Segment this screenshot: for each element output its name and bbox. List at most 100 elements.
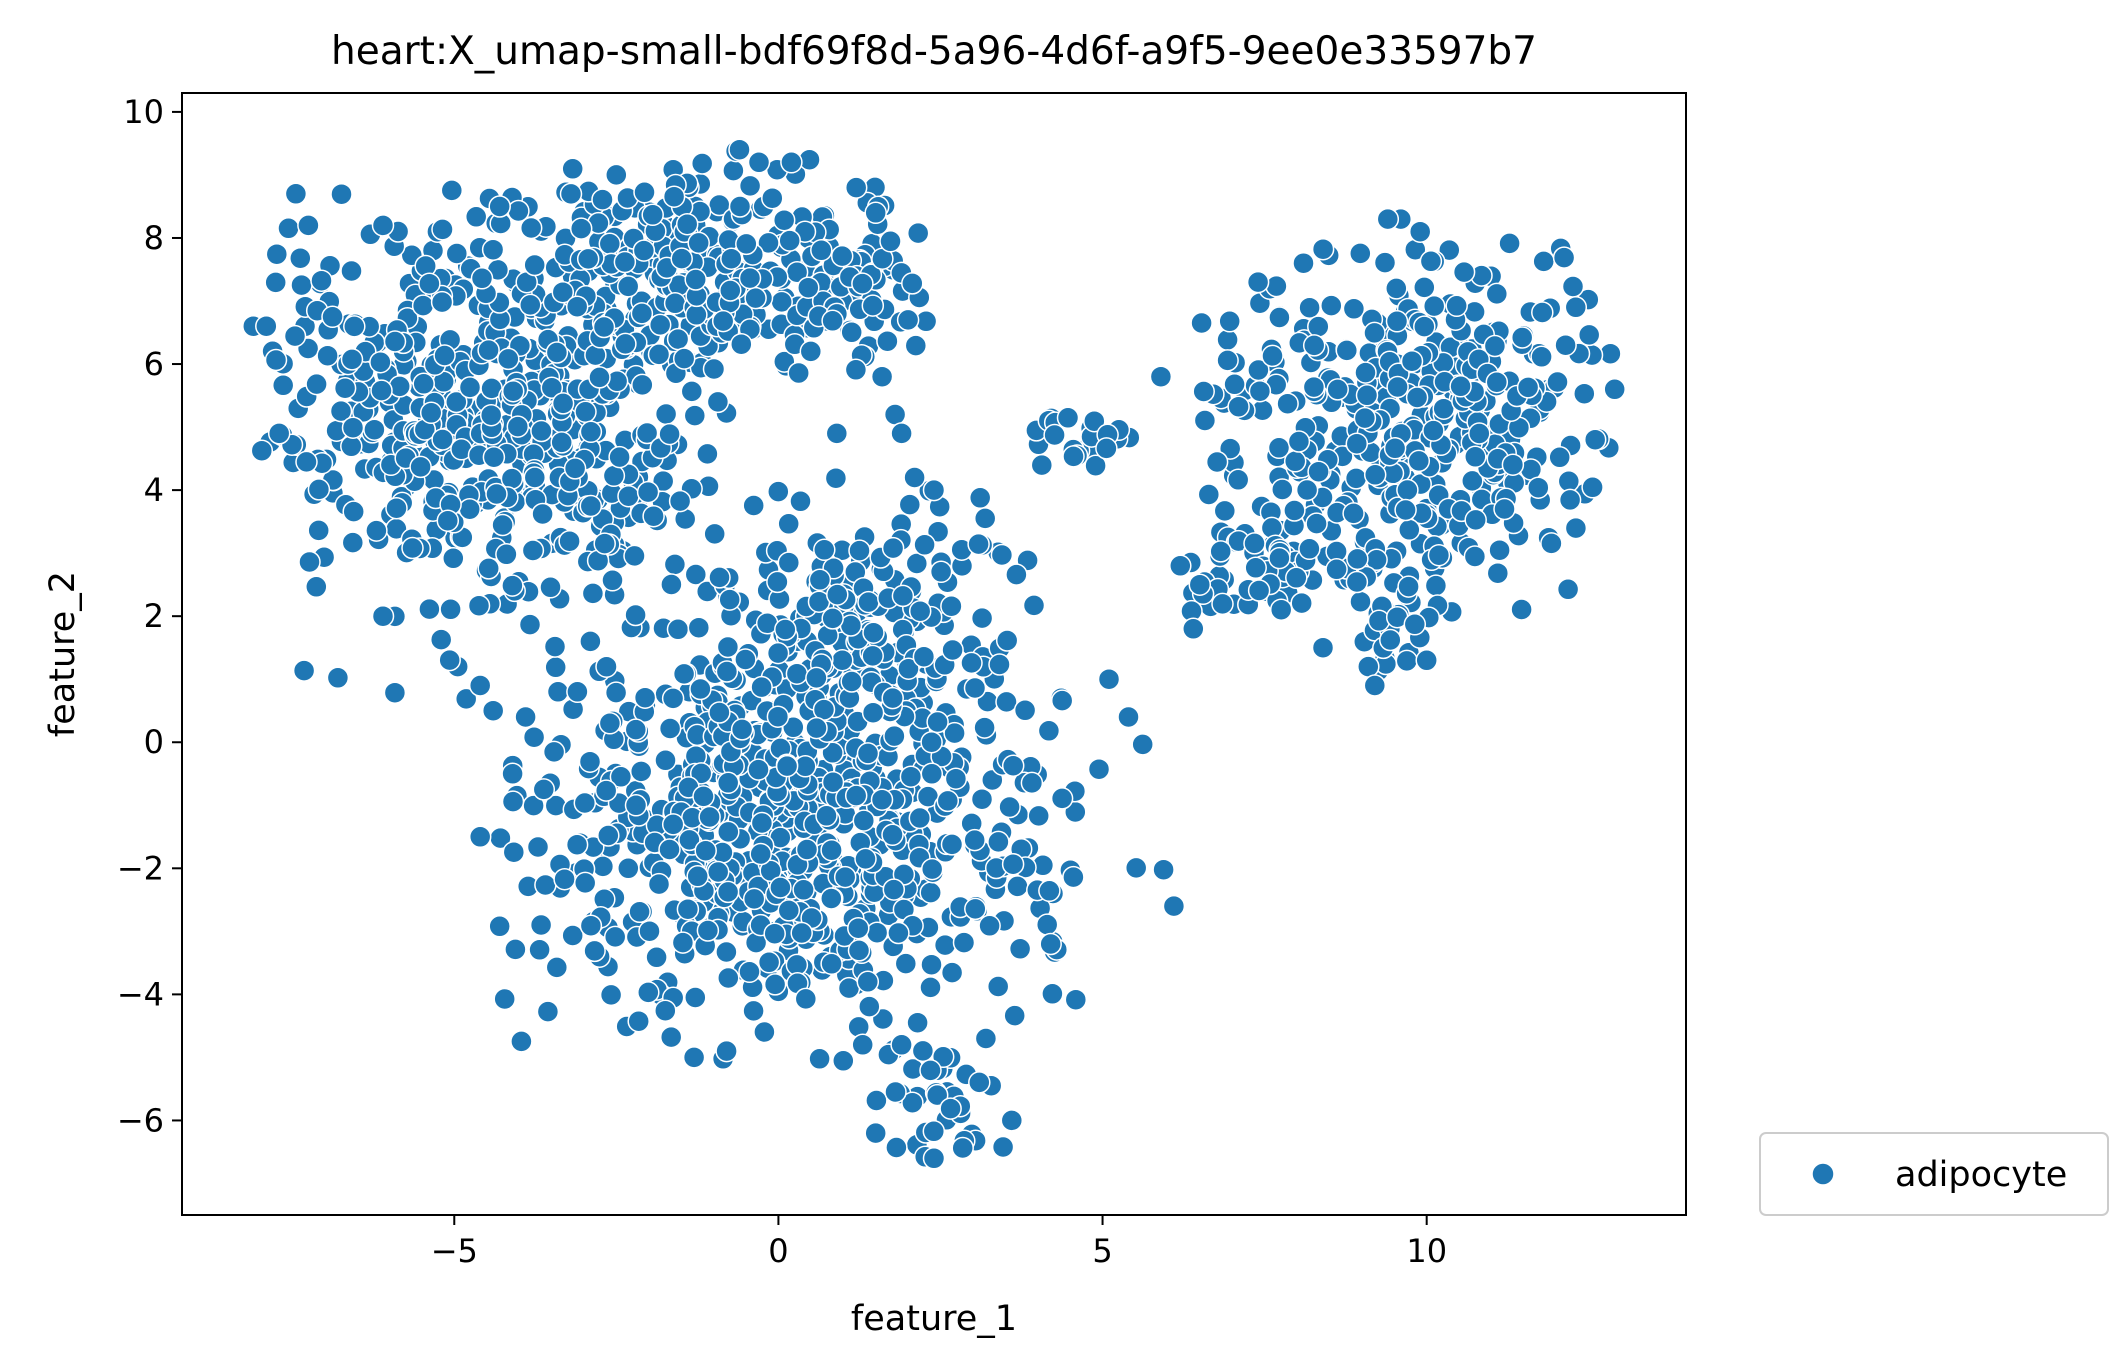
- data-point: [623, 544, 646, 568]
- data-point: [1346, 547, 1369, 571]
- data-point: [742, 999, 765, 1023]
- data-point: [1050, 689, 1074, 712]
- y-tick-label: 6: [144, 345, 164, 383]
- data-point: [1463, 545, 1487, 568]
- data-point: [832, 1049, 855, 1073]
- data-point: [468, 674, 492, 697]
- data-point: [495, 543, 518, 566]
- legend-box: [1759, 1132, 2109, 1216]
- data-point: [1530, 345, 1553, 369]
- data-point: [488, 195, 511, 218]
- data-point: [544, 656, 567, 679]
- data-point: [774, 618, 797, 641]
- data-point: [897, 657, 920, 680]
- data-point: [663, 553, 687, 576]
- data-point: [1394, 498, 1417, 522]
- data-point: [759, 859, 782, 883]
- data-point: [717, 966, 740, 990]
- data-point: [310, 269, 333, 292]
- data-point: [250, 439, 274, 462]
- data-point: [882, 878, 906, 901]
- data-point: [267, 422, 291, 445]
- data-point: [271, 374, 295, 397]
- data-point: [757, 951, 781, 974]
- data-point: [1193, 409, 1217, 432]
- data-point: [561, 924, 584, 947]
- data-point: [1246, 270, 1270, 294]
- data-point: [826, 583, 849, 606]
- y-tick-label: −2: [117, 849, 164, 887]
- data-point: [684, 563, 708, 586]
- data-point: [1354, 361, 1377, 384]
- data-point: [574, 400, 597, 424]
- data-point: [1342, 297, 1366, 321]
- data-point: [944, 767, 968, 790]
- data-point: [703, 522, 726, 546]
- data-point: [1561, 275, 1585, 298]
- data-point: [730, 332, 753, 356]
- data-point: [1486, 561, 1510, 585]
- data-point: [636, 480, 660, 504]
- data-point: [1427, 543, 1451, 567]
- data-point: [292, 659, 316, 682]
- data-point: [333, 376, 357, 400]
- data-point: [742, 887, 766, 911]
- data-point: [342, 500, 365, 523]
- data-point: [1408, 220, 1432, 243]
- data-point: [316, 344, 339, 367]
- data-point: [431, 428, 454, 451]
- data-point: [1397, 575, 1420, 598]
- data-point: [264, 348, 288, 372]
- data-point: [1452, 260, 1476, 284]
- data-point: [638, 919, 661, 943]
- data-point: [1311, 237, 1335, 261]
- data-point: [1050, 787, 1074, 810]
- data-point: [1445, 294, 1468, 318]
- data-point: [648, 313, 672, 337]
- data-point: [990, 543, 1014, 567]
- data-point: [777, 512, 800, 536]
- data-point: [769, 876, 792, 899]
- data-point: [879, 230, 902, 253]
- data-point: [591, 188, 614, 211]
- data-point: [1162, 894, 1186, 918]
- data-point: [445, 242, 469, 265]
- data-point: [844, 358, 868, 382]
- data-point: [385, 496, 408, 520]
- data-point: [890, 422, 913, 445]
- data-point: [692, 785, 715, 808]
- data-point: [1493, 497, 1516, 521]
- data-point: [551, 392, 575, 415]
- data-point: [630, 302, 654, 325]
- data-point: [821, 309, 844, 333]
- data-point: [1013, 699, 1037, 722]
- data-point: [340, 348, 364, 371]
- data-point: [440, 179, 464, 202]
- data-point: [747, 758, 770, 781]
- data-point: [940, 961, 964, 984]
- data-point: [926, 710, 949, 734]
- data-point: [481, 238, 505, 261]
- data-point: [797, 276, 820, 299]
- data-point: [991, 1135, 1015, 1159]
- data-point: [1287, 430, 1311, 453]
- data-point: [933, 933, 957, 957]
- data-point: [920, 953, 943, 976]
- data-point: [698, 805, 721, 829]
- data-point: [1311, 636, 1335, 659]
- data-point: [844, 176, 868, 199]
- data-point: [670, 247, 693, 270]
- data-point: [988, 653, 1011, 676]
- data-point: [696, 919, 720, 942]
- data-point: [1064, 988, 1088, 1011]
- data-point: [1218, 437, 1242, 460]
- data-point: [1424, 574, 1448, 597]
- data-point: [1400, 349, 1424, 373]
- data-point: [810, 239, 833, 262]
- data-point: [1386, 375, 1409, 399]
- data-point: [1510, 326, 1534, 349]
- data-point: [561, 157, 584, 181]
- data-point: [684, 986, 707, 1009]
- data-point: [716, 635, 740, 659]
- data-point: [534, 873, 557, 897]
